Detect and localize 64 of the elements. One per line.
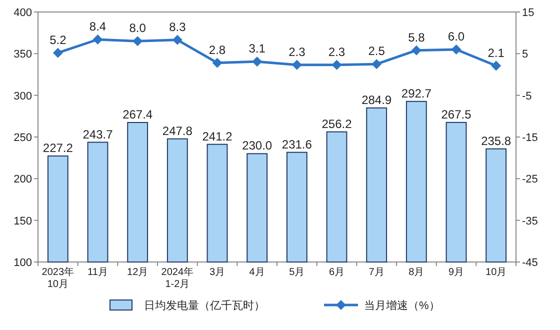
data-label: 235.8 [481, 134, 512, 148]
data-label: 2.1 [488, 46, 505, 60]
data-label: 243.7 [82, 127, 114, 142]
data-label: 227.2 [42, 141, 74, 155]
point [451, 44, 462, 54]
data-label: 256.2 [322, 116, 352, 131]
data-label: 2.3 [328, 44, 346, 59]
x-tick-label: 12月 [127, 267, 148, 278]
x-tick-label: 7月 [368, 267, 384, 278]
x-tick-label: 5月 [289, 267, 305, 278]
point [292, 60, 302, 70]
y-tick-label: 300 [14, 90, 32, 102]
data-label: 241.2 [202, 129, 233, 144]
point [491, 60, 502, 71]
y2-tick-label: -25 [522, 174, 538, 186]
point [52, 48, 63, 58]
point [92, 34, 103, 44]
x-tick-label: 11月 [88, 267, 108, 278]
x-tick-label: 6月 [328, 267, 345, 278]
data-label: 267.5 [441, 107, 472, 122]
y-tick-label: 100 [14, 257, 32, 269]
data-label: 247.8 [162, 124, 193, 138]
x-tick-label: 8月 [408, 267, 424, 278]
data-label: 2.5 [368, 44, 386, 58]
y-tick-label: 150 [14, 215, 32, 228]
y2-tick-label: -15 [522, 132, 538, 144]
y2-tick-label: 15 [522, 7, 534, 19]
data-label: 292.7 [401, 86, 432, 100]
point [172, 34, 182, 45]
data-label: 5.2 [50, 32, 67, 47]
point [372, 59, 382, 70]
data-label: 3.1 [248, 42, 266, 56]
legend-label: 日均发电量（亿千瓦时） [144, 299, 265, 312]
y-tick-label: 200 [14, 174, 32, 186]
data-label: 8.0 [129, 21, 146, 36]
y-tick-label: 400 [14, 7, 32, 19]
point [132, 36, 143, 46]
x-tick-label: 2023年 10月 [42, 266, 74, 290]
y2-tick-label: -45 [522, 257, 538, 269]
y2-tick-label: 5 [522, 48, 528, 61]
y-tick-label: 250 [14, 132, 32, 144]
data-label: 8.4 [89, 20, 106, 34]
y2-tick-label: -35 [522, 215, 538, 228]
data-label: 8.3 [169, 20, 186, 34]
point [252, 56, 262, 67]
data-label: 230.0 [242, 138, 272, 153]
y2-tick-label: -5 [522, 90, 532, 102]
data-label: 5.8 [408, 30, 426, 44]
point [332, 60, 342, 70]
point [212, 58, 222, 68]
data-label: 267.4 [122, 108, 153, 122]
y-tick-label: 350 [14, 48, 32, 61]
x-tick-label: 2024年 1-2月 [161, 266, 194, 290]
data-label: 2.8 [208, 42, 226, 57]
data-label: 2.3 [288, 44, 306, 59]
x-tick-label: 3月 [209, 267, 226, 278]
data-label: 6.0 [448, 30, 465, 44]
legend-label: 当月增速（%） [364, 299, 440, 312]
point [411, 45, 422, 56]
x-tick-label: 10月 [486, 267, 507, 278]
x-tick-label: 9月 [448, 267, 464, 278]
x-tick-label: 4月 [249, 267, 265, 278]
data-label: 231.6 [282, 137, 312, 152]
data-label: 284.9 [362, 92, 392, 107]
